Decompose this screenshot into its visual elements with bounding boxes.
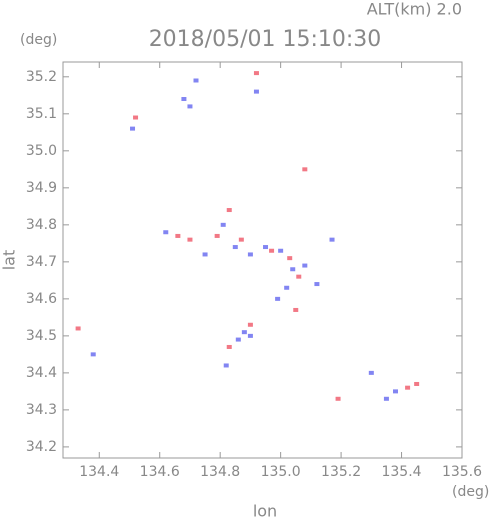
echo-point (226, 344, 232, 349)
echo-point (405, 385, 411, 390)
echo-point (187, 104, 193, 109)
echo-point (287, 256, 293, 261)
y-tick-label: 34.7 (26, 254, 57, 270)
echo-point (275, 296, 281, 301)
echo-point (368, 370, 374, 375)
y-tick-label: 34.9 (26, 180, 57, 196)
y-tick-label: 34.8 (26, 217, 57, 233)
echo-point (220, 222, 226, 227)
echo-point (232, 245, 238, 250)
echo-point (335, 396, 341, 401)
echo-point (181, 97, 187, 102)
echo-point (226, 208, 232, 213)
echo-point (202, 252, 208, 257)
echo-point (235, 337, 241, 342)
echo-point (296, 274, 302, 279)
echo-point (302, 263, 308, 268)
echo-point (163, 230, 169, 235)
echo-point (247, 333, 253, 338)
echo-point (253, 89, 259, 94)
echo-point (223, 363, 229, 368)
y-tick-label: 34.6 (26, 291, 57, 307)
echo-point (284, 285, 290, 290)
echo-point (133, 115, 139, 120)
x-tick-label: 134.4 (79, 464, 119, 480)
y-tick-label: 34.3 (26, 402, 57, 418)
echo-point (314, 282, 320, 287)
echo-point (269, 248, 275, 253)
x-tick-label: 134.8 (200, 464, 240, 480)
echo-point (329, 237, 335, 242)
plot-frame (62, 61, 463, 459)
echo-point (75, 326, 81, 331)
echo-point (253, 71, 259, 76)
echo-point (241, 330, 247, 335)
echo-point (193, 78, 199, 83)
y-tick-label: 35.2 (26, 69, 57, 85)
y-axis-label: lat (0, 250, 19, 271)
echo-point (214, 233, 220, 238)
echo-point (187, 237, 193, 242)
y-tick-label: 35.0 (26, 143, 57, 159)
echo-point (290, 267, 296, 272)
x-axis-label: lon (253, 502, 277, 521)
x-tick-label: 135.4 (381, 464, 421, 480)
echo-point (238, 237, 244, 242)
y-tick-label: 35.1 (26, 106, 57, 122)
echo-point (393, 389, 398, 394)
x-tick-label: 135.0 (261, 464, 301, 480)
x-tick-label: 134.6 (140, 464, 180, 480)
echo-point (175, 233, 181, 238)
x-tick-label: 135.6 (442, 464, 482, 480)
x-tick-label: 135.2 (321, 464, 361, 480)
echo-point (90, 352, 96, 357)
echo-point (247, 252, 253, 257)
echo-point (130, 126, 136, 131)
x-unit: (deg) (452, 484, 489, 500)
echo-point (293, 307, 299, 312)
altitude-label: ALT(km) 2.0 (367, 0, 462, 19)
y-tick-label: 34.2 (26, 439, 57, 455)
chart-title: 2018/05/01 15:10:30 (149, 27, 382, 52)
y-unit: (deg) (20, 32, 57, 48)
echo-point (302, 167, 308, 172)
echo-point (278, 248, 284, 253)
echo-point (414, 381, 420, 386)
y-tick-label: 34.4 (26, 365, 57, 381)
echo-point (247, 322, 253, 327)
echo-point (263, 245, 269, 250)
echo-point (383, 396, 389, 401)
y-tick-label: 34.5 (26, 328, 57, 344)
